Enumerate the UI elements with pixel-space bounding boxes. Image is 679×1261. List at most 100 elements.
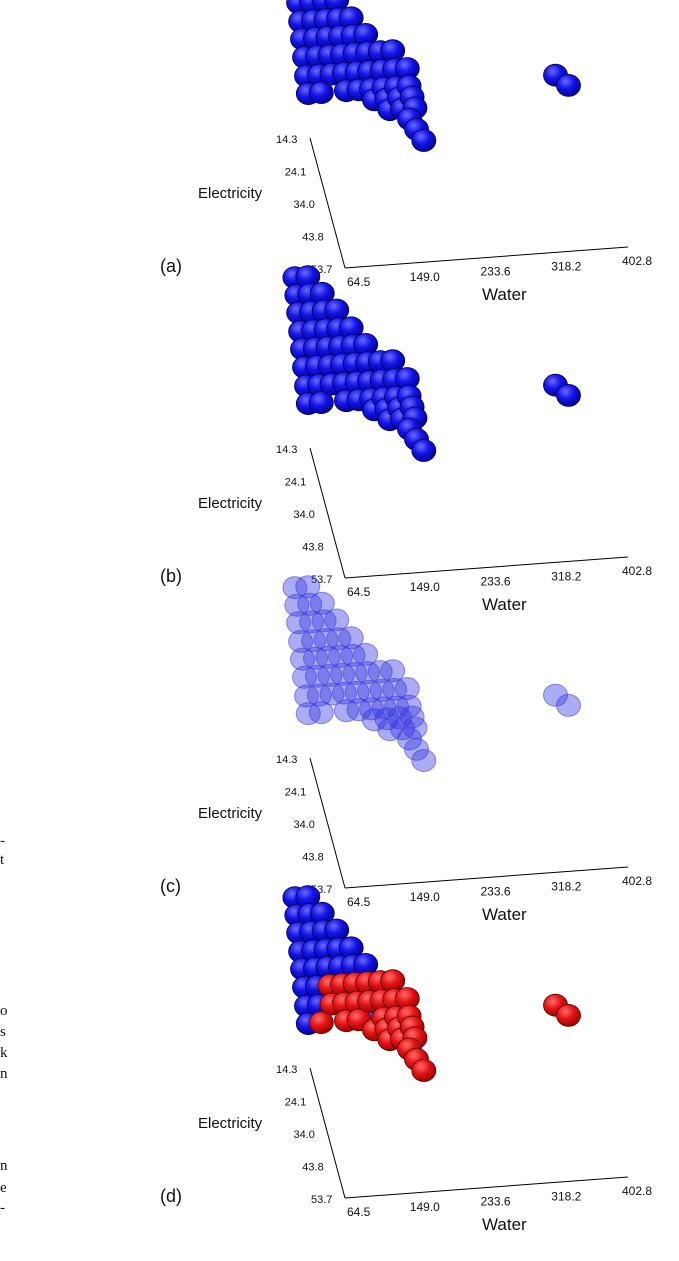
scatter-panel: 64.5 149.0 233.6 318.2 402.8 14.3 24.1 34.0 43.8… [160,265,652,614]
data-point [317,663,343,687]
x-tick-label: 149.0 [410,1200,440,1214]
data-point [288,630,314,653]
data-point [295,702,321,726]
x-tick-label: 402.8 [622,1184,652,1198]
data-point [382,677,408,701]
cut-text-fragment: e [0,1180,7,1196]
x-tick-label: 233.6 [481,575,511,589]
x-axis-line [344,866,629,889]
y-axis-line [309,447,346,579]
x-tick-label: 233.6 [481,265,511,279]
cut-text-fragment: n [0,1066,8,1082]
data-point [411,1059,437,1082]
x-tick-label: 402.8 [622,254,652,268]
x-axis-label: Water [482,1215,527,1234]
data-point [303,646,328,670]
y-axis-label: Electricity [198,805,263,822]
data-point [369,678,395,702]
data-point [340,643,366,667]
y-tick-label: 24.1 [285,787,306,799]
x-axis-label: Water [482,595,527,614]
y-tick-label: 53.7 [311,1194,332,1206]
y-tick-label: 24.1 [285,167,306,179]
panel-label: (d) [160,1186,182,1206]
x-tick-label: 149.0 [410,270,440,284]
data-point [308,391,334,415]
data-point [411,439,437,462]
data-point [319,682,345,706]
data-point [290,647,315,671]
cut-text-fragment: t [0,852,5,868]
x-tick-label: 149.0 [410,890,440,904]
marker-group [282,575,581,772]
y-tick-label: 24.1 [285,1097,306,1109]
data-point [353,642,379,666]
marker-group [286,0,581,152]
data-point [328,644,354,668]
data-point [342,662,368,685]
y-tick-label: 14.3 [276,1064,297,1076]
data-point [294,684,319,708]
data-point [543,683,568,707]
data-point [402,716,428,740]
data-point [308,81,334,104]
data-point [324,608,350,632]
data-point [306,683,332,707]
y-axis-line [309,137,346,269]
panel-label: (b) [160,566,182,586]
data-point [556,383,581,407]
x-axis-line [344,1176,629,1199]
x-tick-label: 318.2 [551,1189,581,1203]
cut-text-fragment: - [0,833,5,849]
panel-label: (a) [160,256,182,276]
data-point [330,662,355,686]
data-point [556,74,581,97]
x-tick-label: 318.2 [551,879,581,893]
y-tick-label: 14.3 [276,134,297,146]
cut-text-fragment: k [0,1045,8,1061]
y-tick-label: 43.8 [302,1162,323,1174]
data-point [380,659,406,683]
data-point [326,627,352,651]
y-tick-label: 34.0 [294,509,315,521]
data-point [346,698,372,722]
x-tick-label: 318.2 [551,569,581,583]
data-point [313,628,339,652]
data-point [308,701,334,725]
data-point [286,611,312,635]
y-tick-label: 43.8 [302,852,323,864]
scatter-panel: 64.5 149.0 233.6 318.2 402.8 14.3 24.1 34.0 43.8… [160,885,652,1234]
y-axis-label: Electricity [198,495,263,512]
data-point [361,708,387,732]
y-axis-line [309,757,346,889]
marker-group [282,265,581,462]
data-point [309,591,335,615]
x-tick-label: 233.6 [481,1195,511,1209]
x-axis-line [344,556,629,579]
data-point [333,699,359,723]
cut-text-fragment: o [0,1003,8,1019]
x-axis-label: Water [482,285,527,304]
data-point [292,665,317,689]
x-tick-label: 318.2 [551,259,581,273]
data-point [301,629,327,653]
data-point [299,610,325,634]
x-axis-line [344,246,629,269]
data-point [295,575,321,599]
data-point [404,737,429,761]
y-tick-label: 24.1 [285,477,306,489]
data-point [394,677,420,700]
marker-group [282,885,581,1082]
x-tick-label: 233.6 [481,885,511,899]
data-point [556,1004,581,1027]
y-tick-label: 34.0 [294,819,315,831]
data-point [308,1011,334,1034]
data-point [282,576,308,600]
x-axis-label: Water [482,905,527,924]
y-axis-label: Electricity [198,1115,263,1132]
data-point [332,681,357,705]
data-point [556,693,581,717]
data-point [297,592,323,616]
x-tick-label: 64.5 [347,1205,371,1219]
